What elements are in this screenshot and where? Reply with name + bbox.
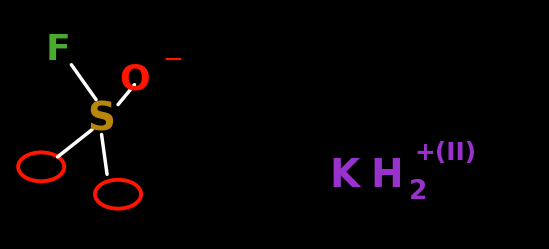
Text: S: S <box>87 101 116 138</box>
Text: O: O <box>119 63 150 97</box>
Text: F: F <box>45 33 70 67</box>
Text: K: K <box>329 157 360 194</box>
Text: +(II): +(II) <box>414 141 477 165</box>
Text: −: − <box>162 48 183 72</box>
Text: H: H <box>371 157 403 194</box>
Text: 2: 2 <box>409 179 427 205</box>
